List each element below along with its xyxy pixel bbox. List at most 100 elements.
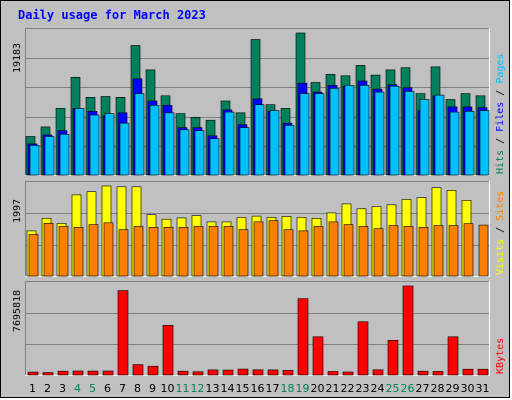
- legend-entry: Sites: [495, 191, 506, 221]
- bar-pages-day-20: [314, 93, 325, 176]
- x-tick-label-day-12: 12: [191, 382, 205, 395]
- bar-kbytes-day-11: [177, 370, 189, 376]
- bar-kbytes-day-18: [282, 370, 294, 376]
- x-tick-label-day-9: 9: [149, 382, 156, 395]
- bar-sites-day-7: [118, 229, 129, 277]
- bar-kbytes-day-3: [57, 370, 69, 376]
- legend-entry: Pages: [495, 54, 506, 84]
- bar-pages-day-11: [179, 129, 190, 176]
- bar-pages-day-3: [59, 134, 70, 176]
- legend-visits: Visits / Sites: [495, 191, 506, 275]
- bar-pages-day-1: [29, 145, 40, 176]
- x-tick-label-day-22: 22: [341, 382, 355, 395]
- bar-pages-day-21: [329, 88, 340, 176]
- legend-entry: /: [495, 132, 506, 150]
- x-tick-label-day-2: 2: [44, 382, 51, 395]
- x-tick-label-day-25: 25: [386, 382, 400, 395]
- bar-kbytes-day-29: [447, 336, 459, 376]
- bar-sites-day-1: [28, 234, 39, 277]
- bar-pages-day-29: [449, 111, 460, 176]
- x-tick-label-day-28: 28: [431, 382, 445, 395]
- bar-kbytes-day-7: [117, 290, 129, 376]
- x-tick-label-day-4: 4: [74, 382, 81, 395]
- x-tick-label-day-24: 24: [371, 382, 385, 395]
- legend-entry: KBytes: [495, 338, 506, 374]
- bar-pages-day-7: [119, 122, 130, 176]
- bar-sites-day-13: [208, 226, 219, 277]
- bar-sites-day-2: [43, 223, 54, 277]
- bar-kbytes-day-10: [162, 324, 174, 376]
- x-tick-label-day-11: 11: [176, 382, 190, 395]
- bar-kbytes-day-17: [267, 369, 279, 376]
- y-max-label-kbytes: 7695818: [12, 290, 23, 332]
- x-tick-label-day-20: 20: [311, 382, 325, 395]
- bar-kbytes-day-21: [327, 371, 339, 376]
- bar-pages-day-24: [374, 91, 385, 176]
- x-tick-label-day-29: 29: [446, 382, 460, 395]
- bar-pages-day-6: [104, 113, 115, 176]
- legend-kbytes: KBytes: [495, 338, 506, 374]
- bar-kbytes-day-24: [372, 369, 384, 376]
- bar-pages-day-28: [434, 94, 445, 176]
- bar-sites-day-16: [253, 221, 264, 277]
- bar-sites-day-28: [433, 225, 444, 277]
- x-tick-label-day-8: 8: [134, 382, 141, 395]
- bar-sites-day-9: [148, 227, 159, 277]
- bar-kbytes-day-27: [417, 370, 429, 376]
- x-tick-label-day-17: 17: [266, 382, 280, 395]
- bar-sites-day-5: [88, 224, 99, 277]
- bar-sites-day-14: [223, 226, 234, 277]
- x-tick-label-day-16: 16: [251, 382, 265, 395]
- bar-pages-day-8: [134, 93, 145, 176]
- bar-sites-day-4: [73, 227, 84, 277]
- x-tick-label-day-1: 1: [29, 382, 36, 395]
- bar-kbytes-day-13: [207, 369, 219, 376]
- legend-entry: Visits: [495, 239, 506, 275]
- bar-sites-day-6: [103, 222, 114, 277]
- legend-hits: Hits / Files / Pages: [495, 54, 506, 174]
- bar-sites-day-29: [448, 225, 459, 277]
- bar-pages-day-13: [209, 138, 220, 176]
- bar-kbytes-day-14: [222, 369, 234, 376]
- chart-title: Daily usage for March 2023: [18, 8, 206, 22]
- bar-pages-day-15: [239, 127, 250, 176]
- bar-sites-day-17: [268, 220, 279, 277]
- x-tick-label-day-26: 26: [401, 382, 415, 395]
- y-max-label-hits: 19183: [12, 43, 23, 73]
- bar-kbytes-day-20: [312, 336, 324, 376]
- bar-pages-day-23: [359, 85, 370, 176]
- x-tick-label-day-19: 19: [296, 382, 310, 395]
- x-tick-label-day-18: 18: [281, 382, 295, 395]
- bar-sites-day-27: [418, 227, 429, 277]
- bar-pages-day-17: [269, 110, 280, 176]
- x-tick-label-day-21: 21: [326, 382, 340, 395]
- bar-sites-day-22: [343, 224, 354, 277]
- bar-sites-day-31: [478, 224, 489, 277]
- bar-sites-day-24: [373, 228, 384, 277]
- bar-pages-day-25: [389, 85, 400, 176]
- bar-kbytes-day-4: [72, 370, 84, 376]
- bar-kbytes-day-9: [147, 365, 159, 376]
- bar-kbytes-day-1: [27, 371, 39, 376]
- bar-kbytes-day-26: [402, 285, 414, 376]
- x-tick-label-day-14: 14: [221, 382, 235, 395]
- legend-entry: Hits: [495, 150, 506, 174]
- bar-kbytes-day-22: [342, 371, 354, 376]
- x-tick-label-day-15: 15: [236, 382, 250, 395]
- bar-sites-day-30: [463, 223, 474, 277]
- bar-pages-day-2: [44, 136, 55, 176]
- bar-kbytes-day-16: [252, 369, 264, 376]
- bar-kbytes-day-5: [87, 370, 99, 376]
- bar-sites-day-23: [358, 226, 369, 277]
- x-tick-label-day-30: 30: [461, 382, 475, 395]
- bar-kbytes-day-25: [387, 339, 399, 376]
- bar-pages-day-5: [89, 114, 100, 176]
- x-tick-label-day-6: 6: [104, 382, 111, 395]
- bar-pages-day-26: [404, 91, 415, 176]
- bar-pages-day-19: [299, 93, 310, 176]
- bar-sites-day-10: [163, 227, 174, 277]
- bar-pages-day-14: [224, 111, 235, 176]
- bar-pages-day-4: [74, 108, 85, 176]
- bar-pages-day-9: [149, 105, 160, 176]
- x-tick-label-day-13: 13: [206, 382, 220, 395]
